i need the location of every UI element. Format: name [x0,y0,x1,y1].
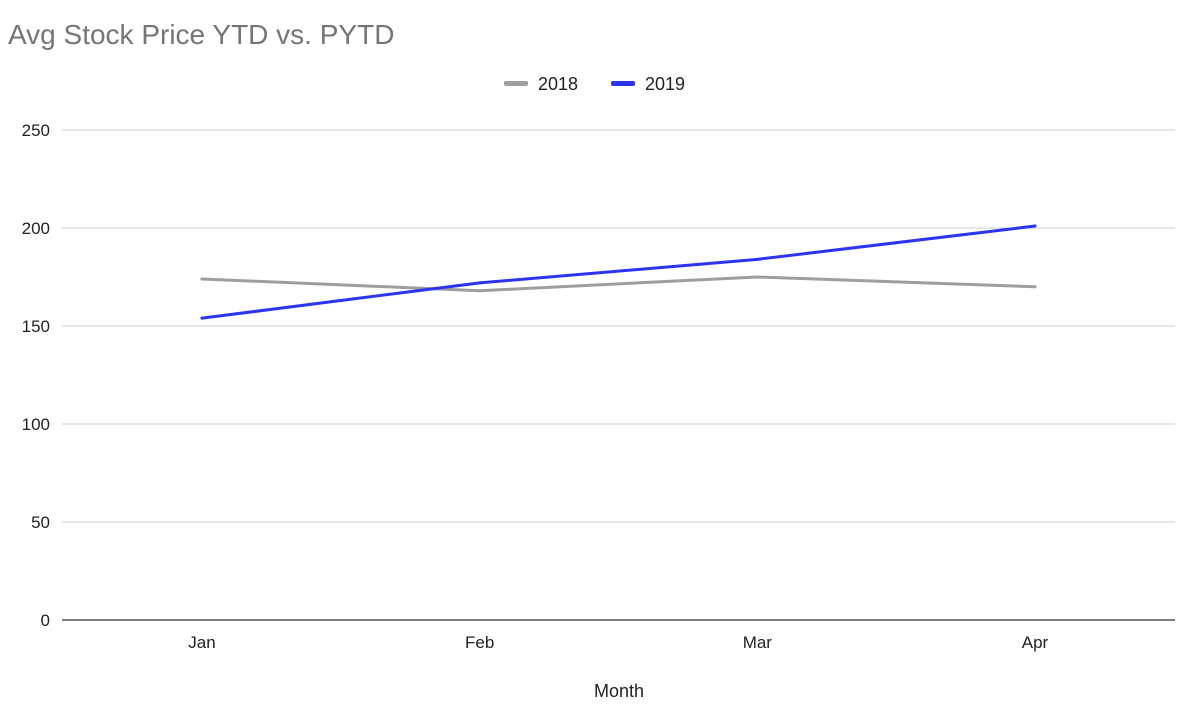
legend-swatch [611,81,635,86]
series-lines [200,224,1037,320]
legend-label: 2019 [645,74,685,94]
legend-item-2019: 2019 [611,74,685,94]
y-tick-label: 50 [31,513,50,532]
grid [62,129,1175,621]
legend-item-2018: 2018 [504,74,578,94]
x-axis-title: Month [594,681,644,701]
data-point-2018 [200,277,204,281]
data-point-2019 [478,281,482,285]
data-point-2018 [1033,285,1037,289]
data-point-2018 [478,289,482,293]
y-tick-label: 0 [41,611,50,630]
x-tick-label: Apr [1022,633,1049,652]
y-tick-label: 100 [22,415,50,434]
legend: 2018 2019 [504,74,685,94]
x-tick-label: Feb [465,633,494,652]
data-point-2019 [1033,224,1037,228]
y-tick-label: 250 [22,121,50,140]
data-point-2019 [200,316,204,320]
data-point-2018 [755,275,759,279]
x-tick-label: Jan [188,633,215,652]
y-tick-label: 200 [22,219,50,238]
data-point-2019 [755,257,759,261]
series-line-2018 [200,275,1037,293]
legend-swatch [504,81,528,86]
x-axis-ticks: Jan Feb Mar Apr [188,633,1048,652]
series-line-2019 [200,224,1037,320]
y-axis-ticks: 0 50 100 150 200 250 [22,121,50,630]
y-tick-label: 150 [22,317,50,336]
x-tick-label: Mar [743,633,773,652]
legend-label: 2018 [538,74,578,94]
chart-title: Avg Stock Price YTD vs. PYTD [8,19,394,50]
